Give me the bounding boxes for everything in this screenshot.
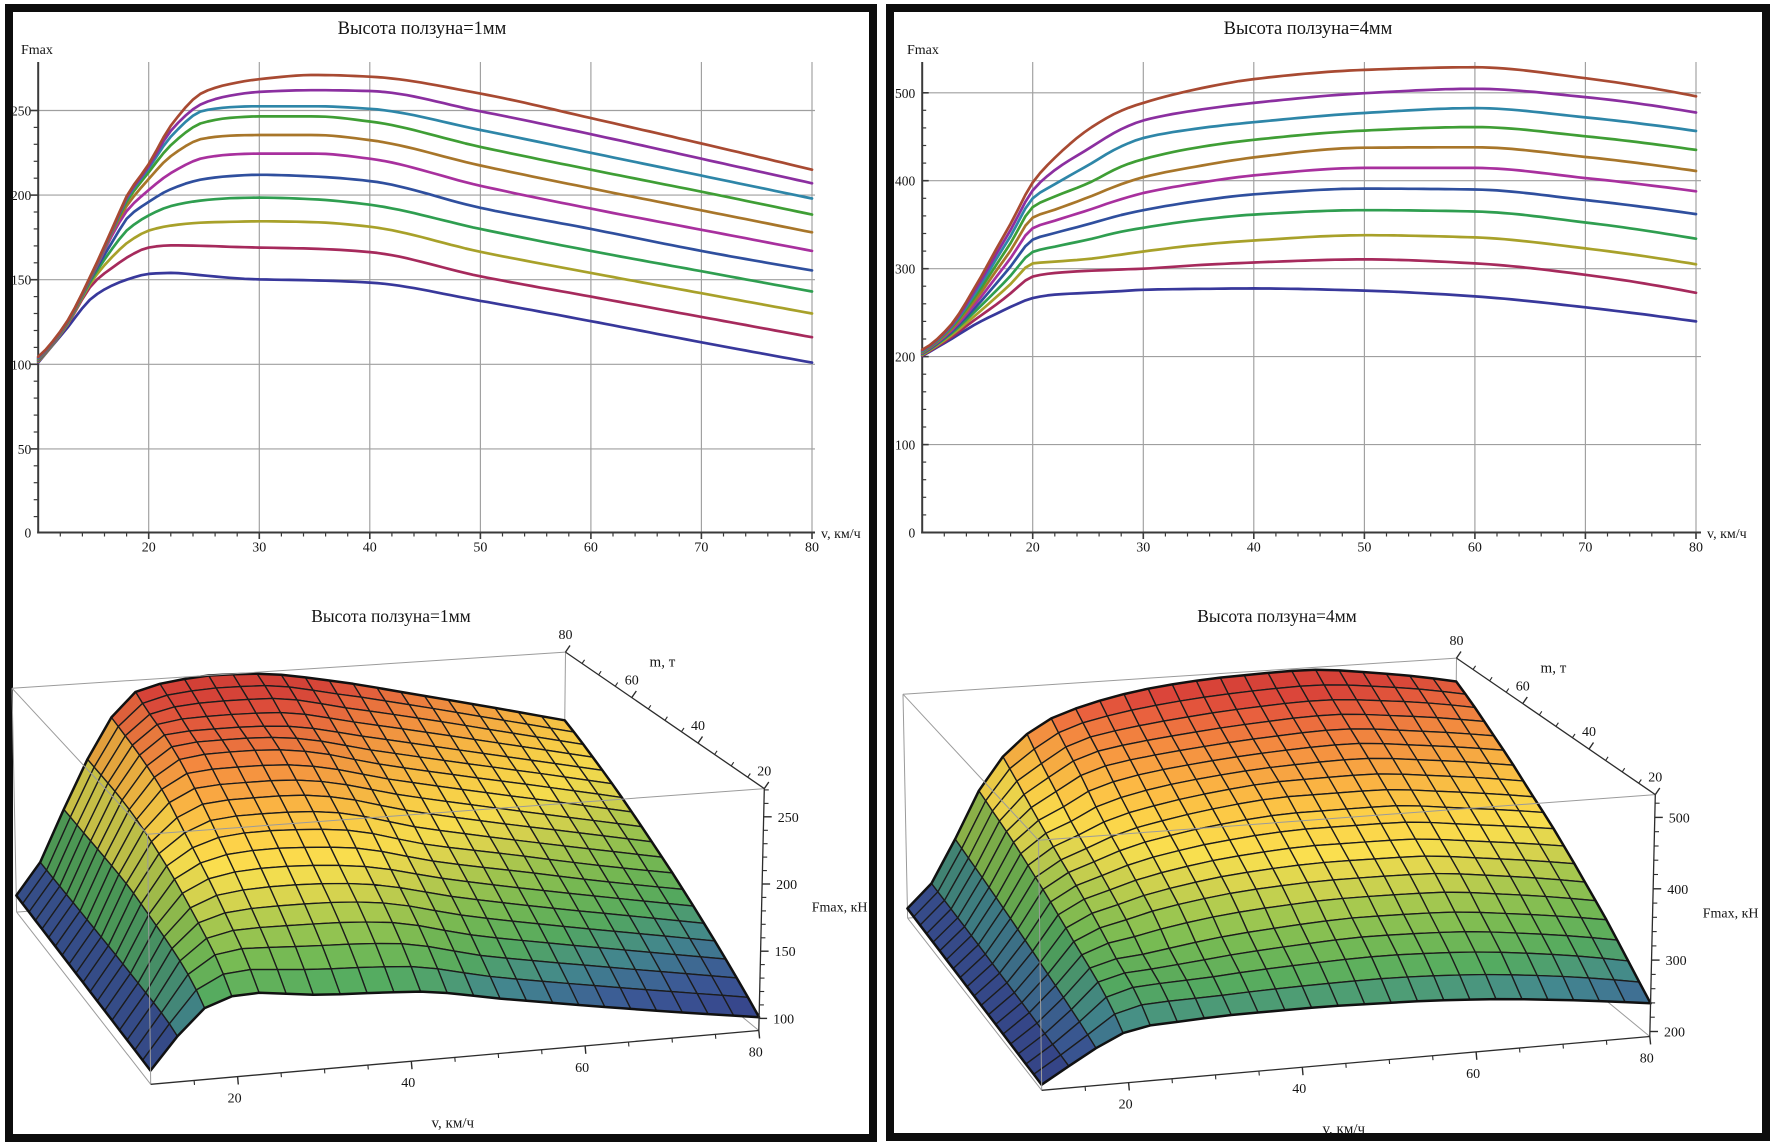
- svg-text:0: 0: [24, 526, 31, 541]
- svg-text:150: 150: [775, 945, 796, 960]
- svg-text:60: 60: [584, 541, 598, 556]
- svg-text:20: 20: [142, 541, 156, 556]
- svg-text:300: 300: [895, 262, 916, 277]
- svg-text:20: 20: [757, 765, 771, 780]
- svg-text:300: 300: [1666, 954, 1687, 969]
- svg-text:100: 100: [773, 1012, 794, 1027]
- svg-text:40: 40: [363, 541, 377, 556]
- svg-text:400: 400: [895, 174, 916, 189]
- svg-text:Высота ползуна=1мм: Высота ползуна=1мм: [338, 19, 507, 39]
- svg-text:80: 80: [1689, 541, 1703, 556]
- svg-text:80: 80: [559, 628, 573, 643]
- svg-text:50: 50: [473, 541, 487, 556]
- svg-text:Высота ползуна=1мм: Высота ползуна=1мм: [311, 606, 471, 626]
- svg-text:m, т: m, т: [650, 655, 676, 671]
- svg-text:200: 200: [1664, 1026, 1685, 1041]
- svg-text:200: 200: [776, 878, 797, 893]
- svg-text:Высота ползуна=4мм: Высота ползуна=4мм: [1224, 19, 1393, 39]
- svg-text:400: 400: [1667, 883, 1688, 898]
- svg-text:Fmax, кН: Fmax, кН: [812, 901, 868, 916]
- svg-text:250: 250: [11, 104, 32, 119]
- svg-text:100: 100: [895, 438, 916, 453]
- svg-text:40: 40: [691, 719, 705, 734]
- svg-text:30: 30: [252, 541, 266, 556]
- svg-text:50: 50: [18, 442, 32, 457]
- svg-text:Fmax, кН: Fmax, кН: [1703, 907, 1759, 922]
- svg-text:v, км/ч: v, км/ч: [821, 527, 861, 542]
- svg-text:200: 200: [895, 350, 916, 365]
- svg-text:Высота ползуна=4мм: Высота ползуна=4мм: [1197, 606, 1357, 626]
- svg-text:40: 40: [401, 1076, 415, 1091]
- svg-text:70: 70: [694, 541, 708, 556]
- svg-text:v, км/ч: v, км/ч: [1323, 1121, 1366, 1137]
- svg-text:80: 80: [805, 541, 819, 556]
- svg-text:60: 60: [575, 1061, 589, 1076]
- svg-text:60: 60: [1516, 680, 1530, 695]
- svg-text:30: 30: [1136, 541, 1150, 556]
- svg-text:40: 40: [1292, 1082, 1306, 1097]
- svg-text:20: 20: [1026, 541, 1040, 556]
- svg-text:100: 100: [11, 357, 32, 372]
- svg-text:200: 200: [11, 188, 32, 203]
- svg-text:40: 40: [1582, 725, 1596, 740]
- svg-text:50: 50: [1357, 541, 1371, 556]
- svg-text:500: 500: [895, 86, 916, 101]
- svg-text:250: 250: [778, 811, 799, 826]
- svg-text:80: 80: [749, 1046, 763, 1061]
- svg-text:Fmax: Fmax: [21, 43, 53, 58]
- svg-text:150: 150: [11, 273, 32, 288]
- svg-text:20: 20: [1119, 1098, 1133, 1113]
- svg-text:70: 70: [1578, 541, 1592, 556]
- svg-text:80: 80: [1640, 1052, 1654, 1067]
- svg-text:20: 20: [1648, 771, 1662, 786]
- svg-text:500: 500: [1669, 811, 1690, 826]
- svg-text:Fmax: Fmax: [907, 43, 939, 58]
- svg-text:40: 40: [1247, 541, 1261, 556]
- svg-text:60: 60: [1468, 541, 1482, 556]
- svg-text:m, т: m, т: [1541, 661, 1567, 677]
- svg-text:v, км/ч: v, км/ч: [1707, 527, 1747, 542]
- svg-text:60: 60: [1466, 1067, 1480, 1082]
- svg-text:v, км/ч: v, км/ч: [432, 1115, 475, 1131]
- svg-text:80: 80: [1450, 634, 1464, 649]
- svg-text:0: 0: [908, 526, 915, 541]
- svg-text:20: 20: [228, 1092, 242, 1107]
- svg-text:60: 60: [625, 674, 639, 689]
